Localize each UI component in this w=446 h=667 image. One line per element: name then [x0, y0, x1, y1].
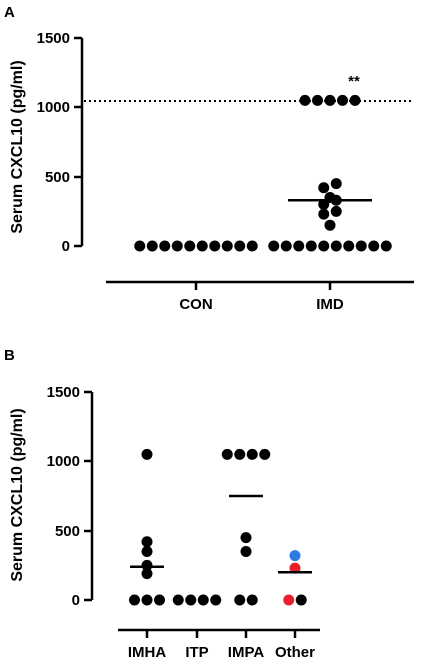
b-point-impa [259, 448, 271, 460]
b-point-imha [141, 448, 153, 460]
points-b [129, 448, 312, 606]
a-point-imd [380, 240, 392, 252]
panel-b: B Serum CXCL10 (pg/ml) 1500 1000 500 0 I… [4, 347, 320, 661]
x-tick-label-a-imd: IMD [316, 296, 344, 313]
a-point-imd [330, 205, 342, 217]
x-tick-label-b-impa: IMPA [228, 644, 265, 661]
b-point-imha [141, 559, 153, 571]
b-point-imha [141, 545, 153, 557]
b-point-other [289, 562, 301, 574]
y-tick-label-b-0: 0 [72, 592, 80, 609]
a-point-con [196, 240, 208, 252]
a-point-con [159, 240, 171, 252]
b-point-itp [210, 594, 222, 606]
panel-a: A Serum CXCL10 (pg/ml) 1500 1000 500 0 C… [4, 4, 414, 313]
b-point-itp [172, 594, 184, 606]
a-point-con [246, 240, 258, 252]
b-point-imha [141, 536, 153, 548]
y-tick-label-a-1000: 1000 [37, 99, 70, 116]
a-point-con [184, 240, 196, 252]
a-point-imd [349, 94, 361, 106]
a-point-imd [368, 240, 380, 252]
y-tick-label-b-1500: 1500 [47, 384, 80, 401]
a-point-imd [343, 240, 355, 252]
b-point-impa [246, 448, 258, 460]
b-point-impa [240, 532, 252, 544]
y-axis-title-a: Serum CXCL10 (pg/ml) [9, 60, 26, 233]
x-tick-label-b-other: Other [275, 644, 315, 661]
a-point-imd [299, 94, 311, 106]
b-point-itp [185, 594, 197, 606]
a-point-imd [324, 94, 336, 106]
b-point-other [295, 594, 307, 606]
a-point-imd [330, 240, 342, 252]
y-tick-label-a-1500: 1500 [37, 30, 70, 47]
a-point-imd [318, 182, 330, 194]
b-point-impa [234, 448, 246, 460]
b-point-impa [234, 594, 246, 606]
a-point-con [209, 240, 221, 252]
a-point-imd [312, 94, 323, 106]
y-tick-label-b-500: 500 [55, 523, 80, 540]
y-axis-title-b: Serum CXCL10 (pg/ml) [9, 408, 26, 581]
y-tick-label-b-1000: 1000 [47, 453, 80, 470]
a-point-imd [318, 208, 330, 220]
b-point-imha [141, 568, 153, 580]
a-point-imd [330, 178, 342, 190]
a-point-con [171, 240, 183, 252]
b-point-imha [129, 594, 140, 606]
a-point-con [221, 240, 233, 252]
a-point-imd [280, 240, 292, 252]
significance-annotation-a: ** [348, 73, 360, 90]
b-point-impa [240, 545, 252, 557]
x-tick-label-a-con: CON [179, 296, 212, 313]
a-point-imd [293, 240, 305, 252]
b-point-itp [197, 594, 209, 606]
points-a [134, 94, 392, 252]
panel-letter-a: A [4, 4, 15, 21]
a-point-imd [305, 240, 317, 252]
y-tick-label-a-0: 0 [62, 238, 70, 255]
b-point-imha [141, 594, 153, 606]
panel-letter-b: B [4, 347, 15, 364]
a-point-imd [324, 219, 336, 231]
y-tick-label-a-500: 500 [45, 169, 70, 186]
b-point-impa [221, 448, 233, 460]
a-point-imd [337, 94, 348, 106]
a-point-imd [268, 240, 280, 252]
b-point-other [289, 550, 301, 562]
b-point-imha [154, 594, 165, 606]
a-point-imd [318, 240, 330, 252]
a-point-con [134, 240, 146, 252]
x-tick-label-b-imha: IMHA [128, 644, 166, 661]
x-tick-label-b-itp: ITP [185, 644, 208, 661]
a-point-con [146, 240, 158, 252]
a-point-imd [355, 240, 367, 252]
a-point-con [234, 240, 246, 252]
b-point-other [283, 594, 295, 606]
b-point-impa [246, 594, 258, 606]
